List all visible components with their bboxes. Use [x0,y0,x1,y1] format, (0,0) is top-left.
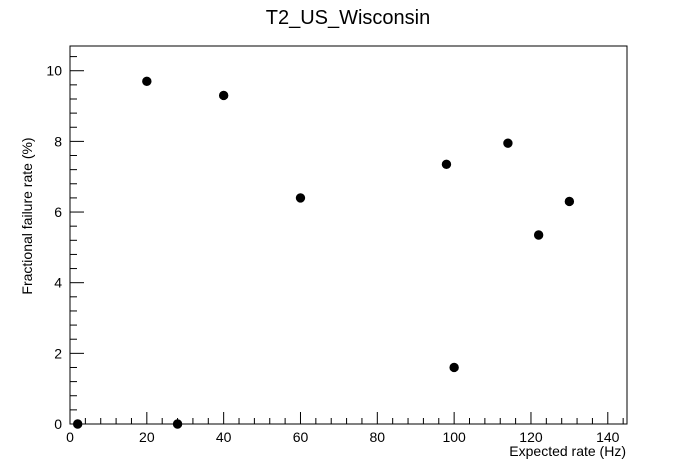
x-tick-label: 0 [66,429,74,445]
x-tick-label: 20 [139,429,155,445]
scatter-point [72,419,83,429]
scatter-point [449,362,459,373]
scatter-point [503,138,513,148]
y-tick-label: 8 [54,133,62,149]
scatter-point [218,90,229,101]
scatter-point [441,159,452,170]
data-points [72,76,575,429]
x-tick-label: 100 [442,429,466,445]
y-tick-label: 0 [54,416,62,432]
scatter-point [295,193,306,203]
y-tick-label: 10 [46,63,62,79]
x-tick-label: 40 [216,429,232,445]
scatter-point [564,196,575,207]
y-tick-label: 4 [54,275,62,291]
scatter-point [142,76,152,87]
x-axis-ticks [69,412,624,424]
y-axis-ticks [70,56,84,425]
y-axis-label: Fractional failure rate (%) [19,137,35,294]
scatter-point [172,419,183,429]
x-tick-label: 60 [293,429,309,445]
y-axis-tick-labels: 0 2 4 6 8 10 [46,63,62,432]
plot-frame [69,45,628,425]
y-tick-label: 2 [54,345,62,361]
y-tick-label: 6 [54,204,62,220]
chart-title: T2_US_Wisconsin [266,7,431,29]
scatter-point [533,230,544,240]
x-axis-label: Expected rate (Hz) [509,443,626,459]
x-tick-label: 80 [370,429,386,445]
x-axis-tick-labels: 0 20 40 60 80 100 120 140 [66,429,620,445]
x-tick-label: 140 [596,429,620,445]
plot-frame-group [69,45,628,425]
x-tick-label: 120 [519,429,543,445]
